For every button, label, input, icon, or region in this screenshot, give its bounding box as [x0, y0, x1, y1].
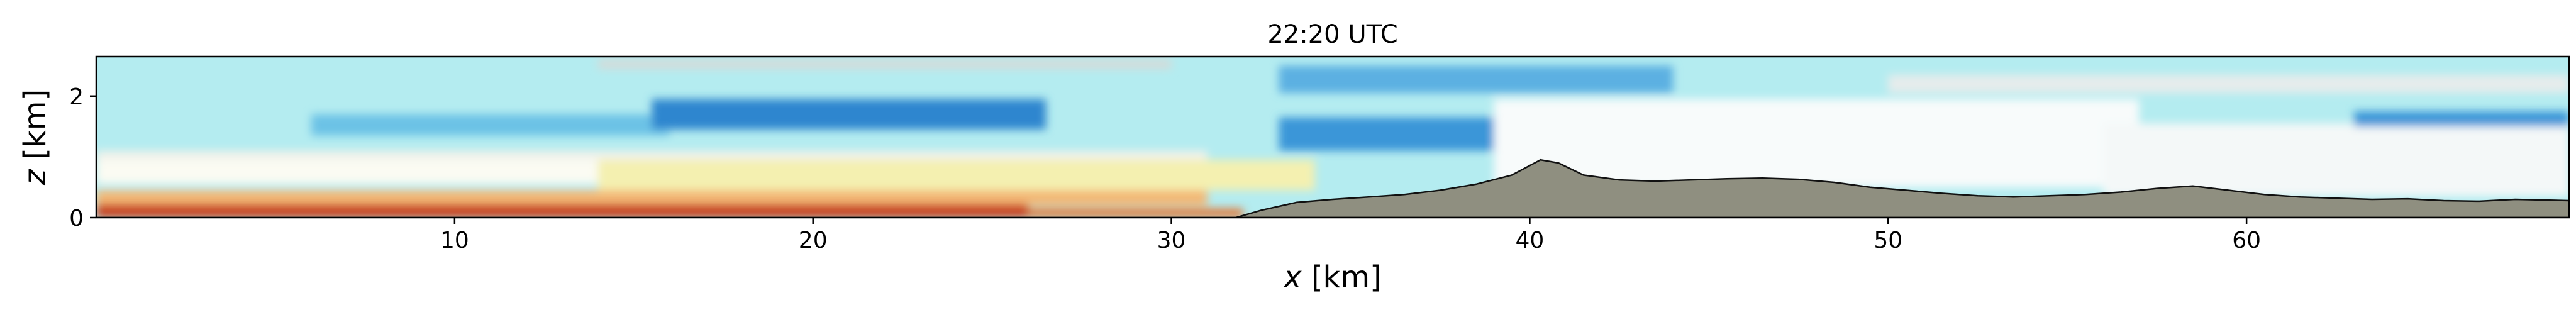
y-tick-label: 0 [69, 206, 84, 231]
y-tick-label: 2 [69, 84, 84, 110]
field-region [2103, 123, 2569, 197]
field-region [652, 99, 1046, 130]
x-axis-unit: [km] [1302, 260, 1382, 295]
x-axis: 10 20 30 40 50 60 [440, 218, 2261, 253]
field-region [96, 160, 598, 184]
field-region [1494, 99, 2140, 187]
x-tick-label: 60 [2232, 228, 2261, 253]
plot-frame [95, 55, 2570, 219]
x-axis-label: x [km] [1282, 260, 1382, 295]
y-axis: 02 [69, 84, 96, 231]
field-region [597, 160, 1315, 191]
field-region [96, 204, 1028, 218]
y-axis-label: z [km] [18, 89, 53, 186]
field-region [1888, 74, 2569, 93]
chart-title: 22:20 UTC [1267, 20, 1397, 49]
x-axis-variable: x [1282, 260, 1302, 295]
y-axis-unit: [km] [18, 89, 53, 169]
field-region [1028, 208, 1243, 218]
field-region [96, 150, 1208, 160]
x-tick-label: 40 [1516, 228, 1545, 253]
terrain-area [96, 158, 2569, 218]
y-axis-variable: z [18, 168, 53, 186]
x-tick-label: 50 [1874, 228, 1902, 253]
field-region [311, 114, 670, 136]
field-region [597, 59, 1172, 69]
field-region [1279, 65, 1674, 93]
field-region [2354, 111, 2569, 127]
field-region [96, 190, 1208, 206]
x-tick-label: 30 [1157, 228, 1186, 253]
x-tick-label: 10 [440, 228, 469, 253]
field-regions [96, 59, 2569, 218]
x-tick-label: 20 [799, 228, 828, 253]
plot-area [96, 57, 2569, 218]
